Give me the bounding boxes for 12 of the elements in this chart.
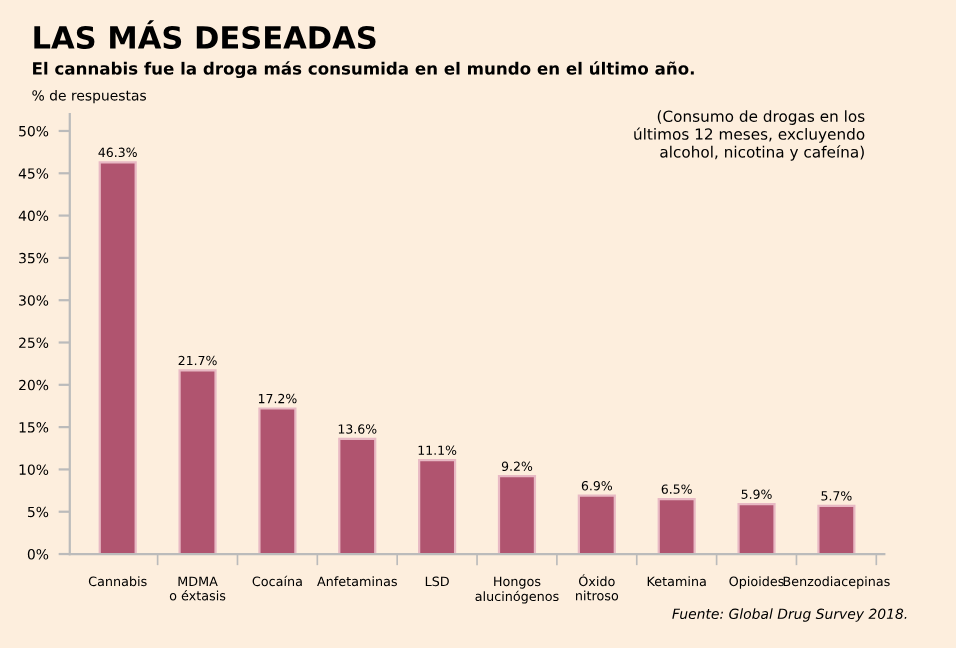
bar [98, 161, 137, 555]
bar [657, 497, 696, 555]
bar [737, 503, 776, 555]
bar [338, 437, 377, 555]
chart-title: LAS MÁS DESEADAS [34, 20, 376, 50]
bar [497, 475, 537, 555]
chart-subtitle: El cannabis fue la droga más consumida en el mundo en el último año. [33, 61, 694, 79]
bar [178, 369, 217, 555]
bar [817, 504, 856, 555]
bar [577, 494, 616, 555]
bar [418, 459, 457, 555]
bar [258, 407, 297, 555]
